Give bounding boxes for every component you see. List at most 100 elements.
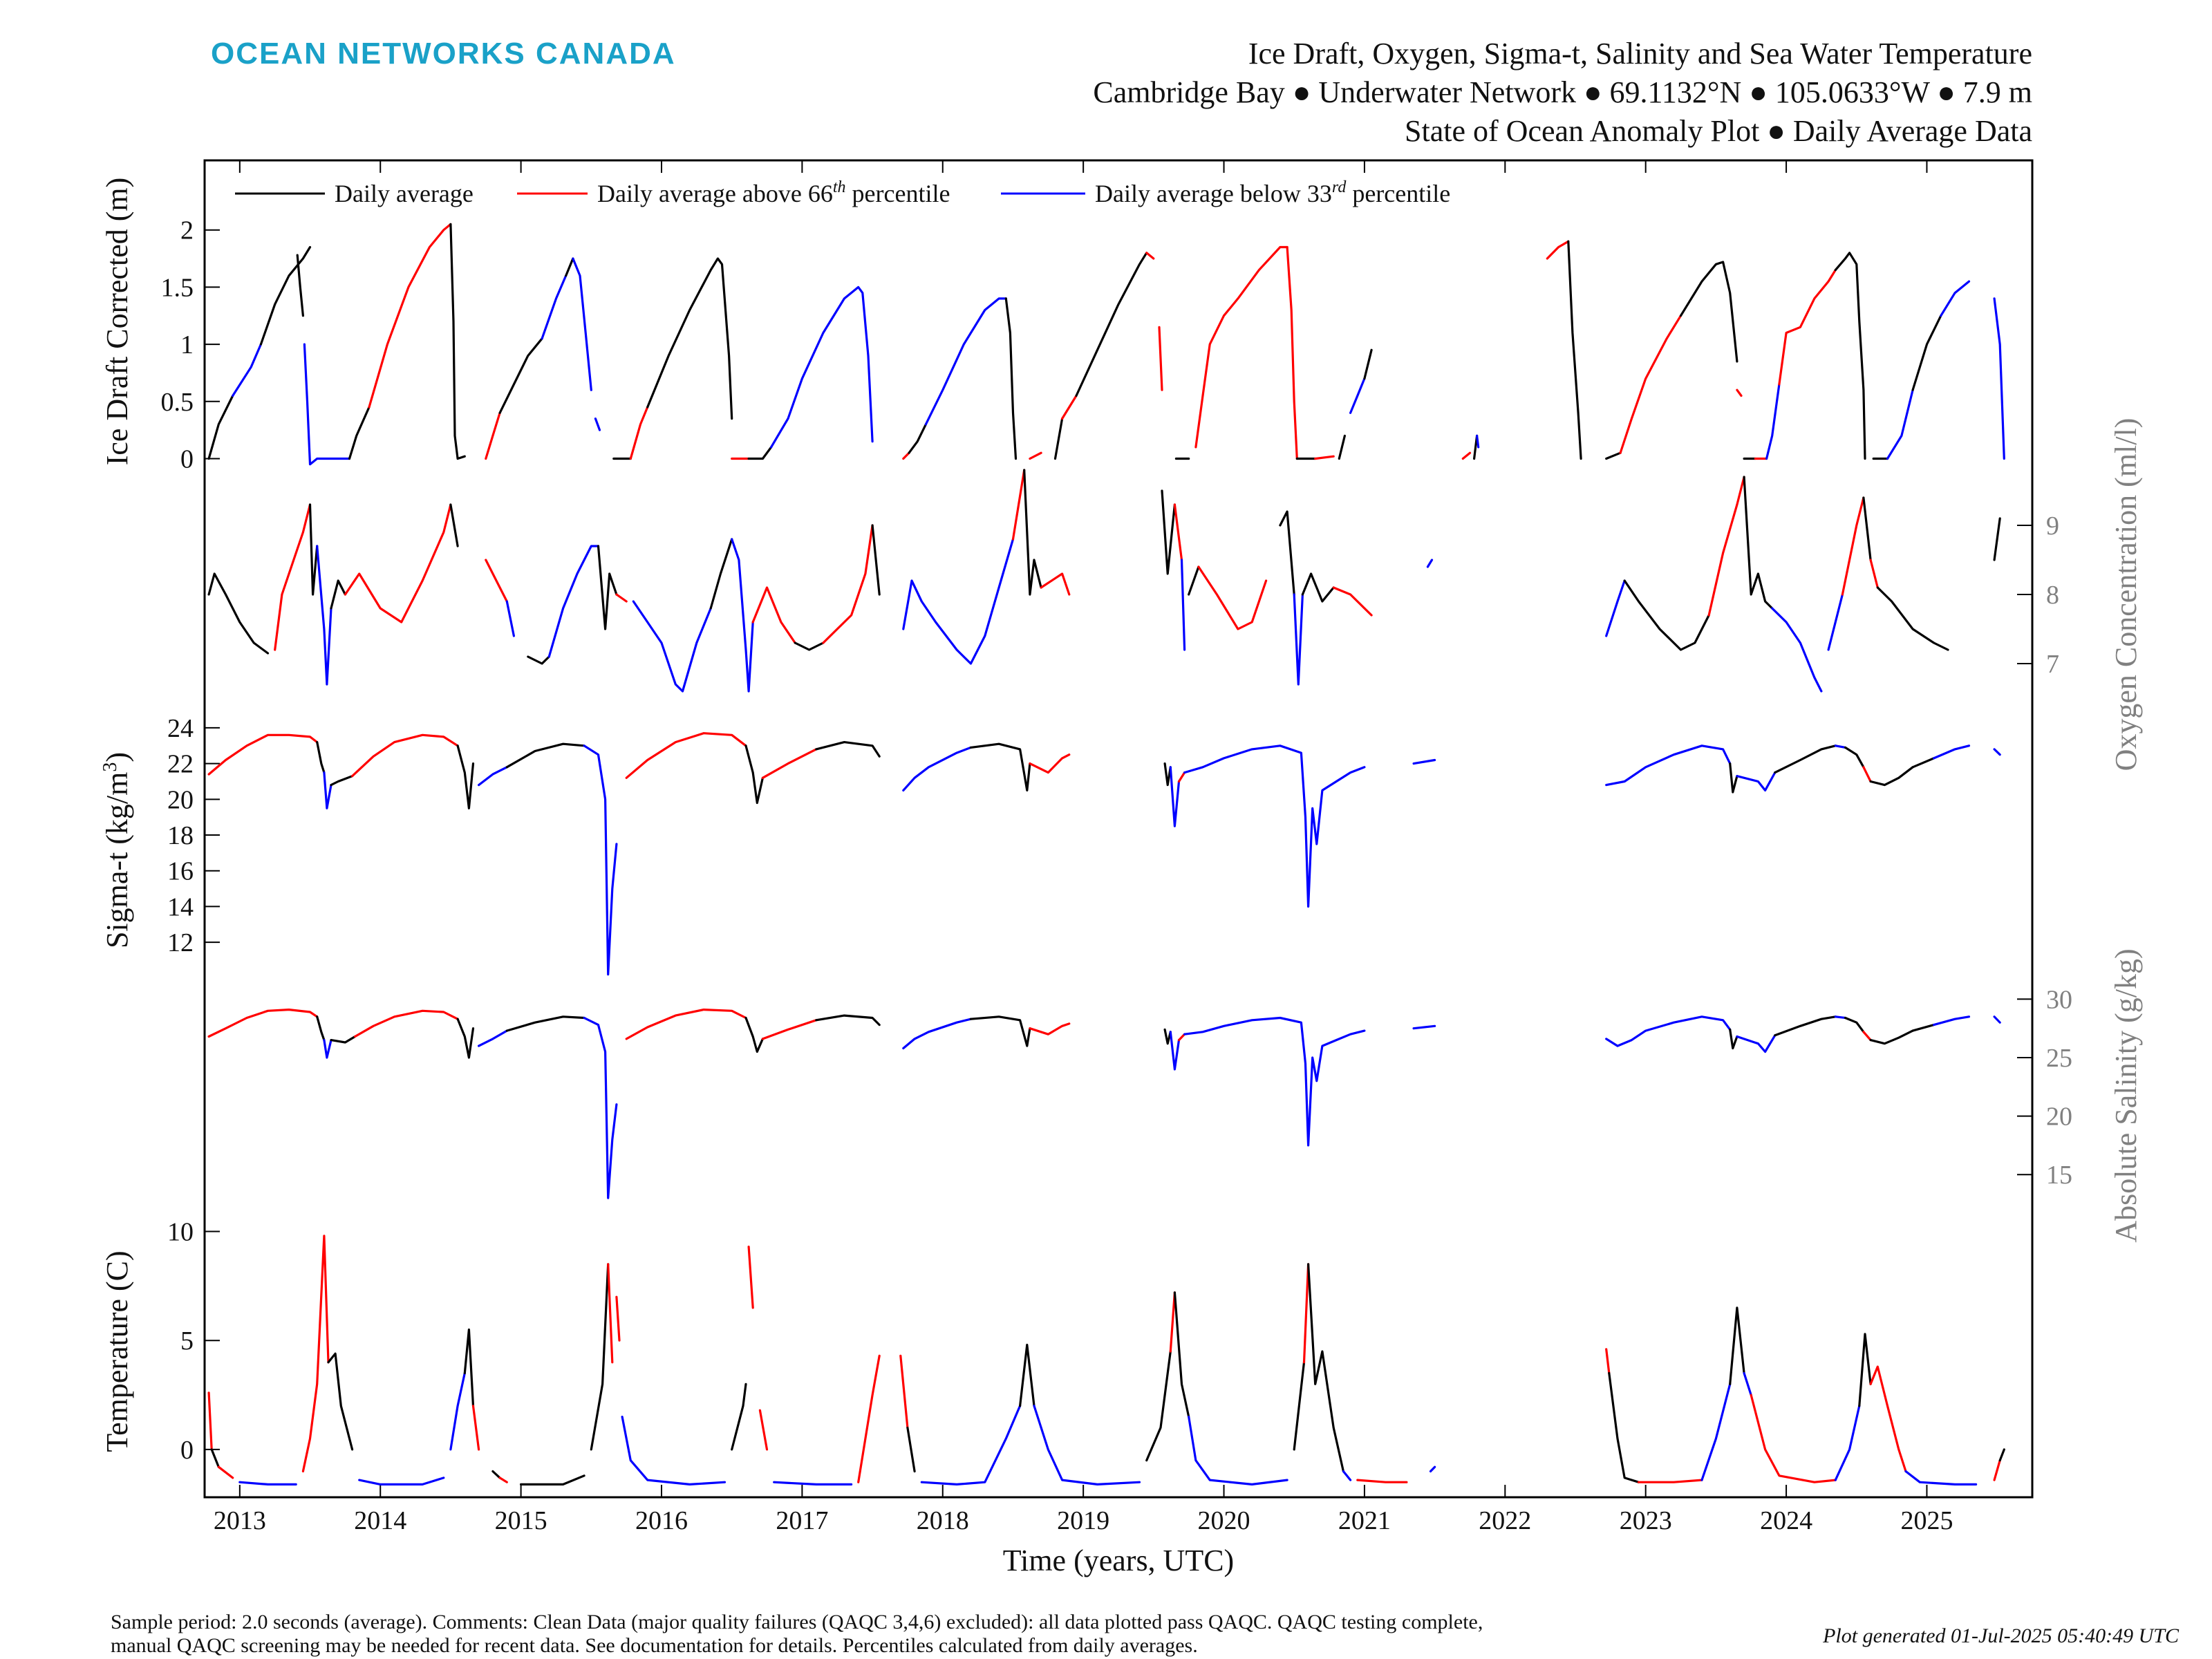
sigma-series-above — [351, 733, 459, 778]
ice-series-above — [1736, 388, 1743, 397]
sigma-series-below — [323, 771, 332, 809]
x-tick-label: 2024 — [1760, 1506, 1812, 1535]
oxygen-series-above — [1040, 572, 1071, 596]
temp-series-normal — [463, 1328, 475, 1407]
sigma-series-above — [761, 748, 818, 779]
oxygen-series-below — [902, 538, 1015, 665]
sigma-series-below — [583, 744, 618, 976]
sigma-series-below — [1183, 744, 1366, 908]
sigma-series-normal — [1774, 744, 1837, 774]
salinity-series-normal — [456, 1018, 475, 1059]
legend-label-below: Daily average below 33rd percentile — [1095, 178, 1450, 207]
temp-series-normal — [731, 1382, 747, 1451]
ice-series-above — [1619, 315, 1683, 454]
temp-series-above — [207, 1391, 213, 1451]
ice-series-below — [1349, 377, 1366, 414]
legend-label-above: Daily average above 66th percentile — [597, 178, 950, 207]
salinity-series-above — [1029, 1022, 1071, 1035]
plot-frame — [203, 159, 2034, 1499]
oxygen-y-tick-label: 9 — [2046, 512, 2059, 541]
sigma-y-tick-label: 12 — [167, 928, 194, 957]
ice-series-normal — [747, 446, 773, 460]
salinity-series-above — [625, 1009, 747, 1040]
temp-series-above — [899, 1354, 909, 1429]
ice-series-normal — [1053, 418, 1064, 460]
sigma-series-normal — [330, 775, 354, 787]
salinity-y-tick-label: 30 — [2046, 985, 2072, 1014]
footer-note-line-2: manual QAQC screening may be needed for … — [111, 1634, 1198, 1657]
temp-series-above — [471, 1405, 480, 1451]
temp-series-normal — [590, 1263, 610, 1451]
salinity-series-below — [1993, 1015, 2001, 1024]
salinity-series-above — [1862, 1031, 1872, 1042]
salinity-series-normal — [1729, 1028, 1738, 1050]
temp-series-normal — [1293, 1361, 1306, 1451]
oxygen-series-below — [1293, 593, 1304, 686]
sigma-series-normal — [815, 741, 881, 758]
sigma-series-normal — [1844, 746, 1865, 769]
ice-series-below — [924, 297, 1007, 426]
oxygen-series-above — [485, 559, 508, 603]
oxygen-series-above — [1841, 496, 1865, 596]
sigma-y-tick-label: 20 — [167, 785, 194, 814]
temp-series-normal — [491, 1470, 501, 1479]
temp-y-tick-label: 5 — [180, 1327, 194, 1356]
oxygen-series-normal — [207, 572, 270, 655]
oxygen-series-normal — [1301, 572, 1335, 603]
sigma-series-normal — [969, 742, 1031, 791]
sigma-series-below — [1736, 771, 1777, 791]
ice-series-above — [1158, 326, 1163, 391]
ice-series-below — [1993, 297, 2005, 460]
oxygen-series-normal — [709, 538, 733, 610]
sigma-series-above — [1029, 753, 1071, 774]
oxygen-series-below — [1426, 559, 1434, 568]
oxygen-series-normal — [1876, 586, 1949, 651]
sigma-series-normal — [505, 742, 585, 769]
temp-series-below — [1033, 1405, 1141, 1485]
sigma-series-below — [1605, 744, 1732, 787]
salinity-series-normal — [1774, 1015, 1837, 1037]
ice-series-above — [1778, 269, 1837, 386]
temp-series-normal — [210, 1448, 220, 1468]
temp-series-below — [1700, 1382, 1732, 1481]
temp-series-normal — [1998, 1448, 2005, 1462]
oxygen-series-normal — [330, 579, 346, 610]
salinity-series-normal — [1844, 1016, 1865, 1033]
ice-series-below — [1886, 388, 1914, 460]
ice-series-above — [1286, 245, 1298, 460]
salinity-series-below — [1736, 1034, 1777, 1053]
oxygen-series-above — [344, 503, 452, 624]
axis-labels-layer: 2013 2014 2015 2016 2017 2018 2019 2020 2021 2022… — [100, 178, 2143, 1535]
temp-series-below — [1743, 1371, 1752, 1396]
x-tick-label: 2017 — [776, 1506, 828, 1535]
salinity-series-below — [1834, 1015, 1847, 1020]
ice-series-above — [1461, 451, 1472, 460]
ice-series-above — [1061, 394, 1078, 420]
sigma-series-below — [478, 766, 508, 787]
oxygen-series-below — [1605, 579, 1626, 637]
ice-series-above — [1029, 451, 1042, 460]
temp-series-above — [1993, 1459, 2001, 1481]
salinity-series-above — [354, 1009, 459, 1038]
temp-series-below — [621, 1416, 727, 1485]
ice-series-above — [485, 411, 501, 460]
temp-series-above — [1169, 1291, 1176, 1353]
oxygen-series-normal — [1623, 579, 1710, 651]
ice-y-tick-label: 0.5 — [161, 388, 194, 417]
salinity-series-normal — [1911, 1024, 1936, 1032]
temp-series-above — [1637, 1479, 1703, 1483]
ice-series-normal — [908, 423, 927, 454]
ice-y-axis-label: Ice Draft Corrected (m) — [100, 178, 134, 466]
oxygen-series-above — [1707, 476, 1745, 617]
salinity-y-tick-label: 20 — [2046, 1103, 2072, 1132]
oxygen-y-axis-label: Oxygen Concentration (ml/l) — [2109, 418, 2143, 771]
legend-label-below-post: percentile — [1346, 180, 1450, 207]
oxygen-series-above — [1173, 503, 1183, 561]
sigma-y-tick-label: 18 — [167, 821, 194, 850]
ice-series-below — [232, 343, 262, 397]
sigma-series-above — [1177, 771, 1186, 783]
ice-y-tick-label: 1 — [180, 330, 194, 359]
x-tick-label: 2021 — [1338, 1506, 1391, 1535]
sigma-series-above — [1862, 766, 1872, 783]
